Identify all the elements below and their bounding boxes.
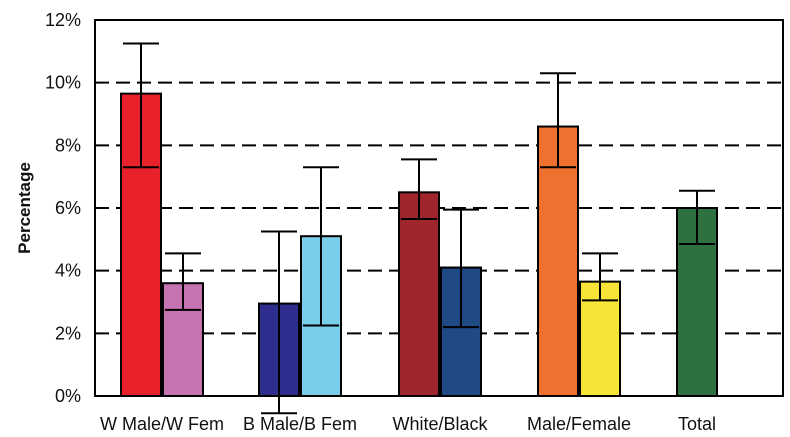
x-tick-label: B Male/B Fem	[243, 414, 357, 434]
x-tick-label: Total	[678, 414, 716, 434]
y-axis-label: Percentage	[15, 162, 34, 254]
plot-frame	[94, 19, 784, 397]
y-tick-label: 10%	[45, 73, 81, 93]
y-tick-labels: 0% 2% 4% 6% 8% 10% 12%	[45, 10, 81, 406]
axes	[94, 19, 784, 397]
x-tick-label: W Male/W Fem	[100, 414, 224, 434]
y-tick-label: 12%	[45, 10, 81, 30]
x-tick-label: White/Black	[392, 414, 488, 434]
y-tick-label: 0%	[55, 386, 81, 406]
x-tick-labels: W Male/W Fem B Male/B Fem White/Black Male/…	[100, 414, 716, 434]
bars	[120, 92, 718, 398]
y-tick-label: 2%	[55, 323, 81, 343]
y-tick-label: 4%	[55, 261, 81, 281]
y-tick-label: 8%	[55, 135, 81, 155]
error-bars	[123, 42, 715, 415]
y-tick-label: 6%	[55, 198, 81, 218]
bar	[398, 191, 440, 397]
x-tick-label: Male/Female	[527, 414, 631, 434]
